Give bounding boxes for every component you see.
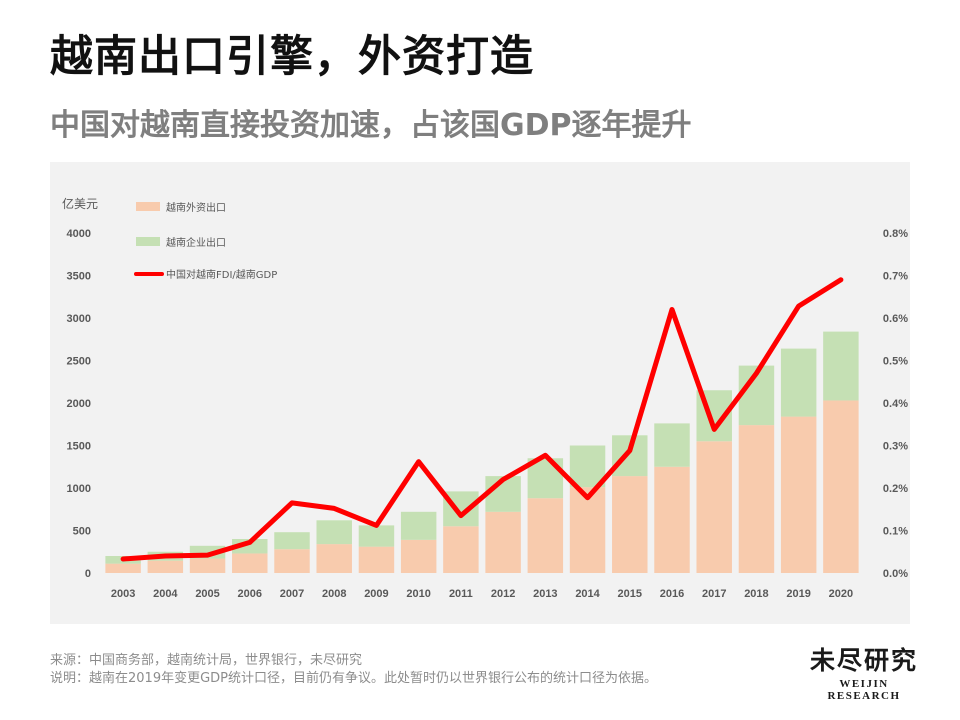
x-axis-tick-label: 2015 — [618, 588, 642, 600]
legend-label: 中国对越南FDI/越南GDP — [166, 268, 277, 281]
page-title: 越南出口引擎，外资打造 — [50, 32, 534, 82]
right-axis-ticks: 0.0% 0.1% 0.2% 0.3% 0.4% 0.5% 0.6% 0.7% 0.8% — [883, 228, 908, 580]
bar-domestic-export — [654, 423, 690, 467]
x-axis-tick-label: 2009 — [364, 588, 388, 600]
legend-label: 越南外资出口 — [166, 201, 226, 214]
left-axis-tick-label: 1500 — [67, 441, 91, 453]
legend-swatch — [136, 202, 160, 211]
bar-foreign-export — [696, 441, 732, 573]
x-axis-tick-label: 2012 — [491, 588, 515, 600]
chart-footer: 来源：中国商务部，越南统计局，世界银行，未尽研究 说明：越南在2019年变更GD… — [50, 652, 657, 688]
logo-chinese: 未尽研究 — [809, 646, 918, 675]
bar-foreign-export — [105, 563, 141, 573]
left-axis-tick-label: 0 — [85, 568, 91, 580]
left-axis-unit-label: 亿美元 — [62, 196, 98, 211]
bar-foreign-export — [738, 425, 775, 573]
explanation-note: 说明：越南在2019年变更GDP统计口径，目前仍有争议。此处暂时仍以世界银行公布… — [50, 671, 658, 686]
bar-foreign-export — [316, 544, 352, 573]
bar-foreign-export — [358, 546, 395, 573]
x-axis-tick-label: 2020 — [829, 588, 853, 600]
left-axis-tick-label: 4000 — [67, 228, 91, 240]
logo-english: WEIJIN RESEARCH — [827, 678, 901, 702]
bar-domestic-export — [274, 532, 310, 550]
source-note: 来源：中国商务部，越南统计局，世界银行，未尽研究 — [50, 653, 363, 668]
right-axis-tick-label: 0.4% — [883, 398, 908, 410]
left-axis-tick-label: 1000 — [67, 483, 91, 495]
left-axis-tick-label: 2500 — [67, 356, 91, 368]
x-axis-tick-label: 2005 — [195, 588, 219, 600]
bar-domestic-export — [780, 348, 817, 417]
bar-foreign-export — [443, 526, 479, 573]
bar-foreign-export — [232, 553, 268, 573]
bar-foreign-export — [189, 558, 226, 573]
x-axis-tick-label: 2004 — [153, 588, 178, 600]
bar-domestic-export — [316, 520, 352, 545]
bar-domestic-export — [400, 511, 437, 540]
right-axis-tick-label: 0.3% — [883, 441, 908, 453]
x-axis-tick-label: 2006 — [238, 588, 262, 600]
x-axis-tick-label: 2003 — [111, 588, 135, 600]
right-axis-tick-label: 0.7% — [883, 271, 908, 283]
page-subtitle: 中国对越南直接投资加速，占该国GDP逐年提升 — [50, 108, 692, 143]
left-axis-ticks: 0 500 1000 1500 2000 2500 3000 3500 4000 — [67, 228, 91, 580]
bar-domestic-export — [823, 331, 859, 401]
x-axis-tick-label: 2014 — [575, 588, 600, 600]
combo-chart: 亿美元 0 500 1000 1500 2000 2500 3000 3500 4000 0.0… — [50, 162, 910, 624]
x-axis-tick-label: 2007 — [280, 588, 304, 600]
left-axis-tick-label: 3500 — [67, 271, 91, 283]
bar-foreign-export — [147, 560, 184, 573]
x-axis-tick-label: 2008 — [322, 588, 346, 600]
x-axis-ticks: 2003 2004 2005 2006 2007 2008 2009 2010 2011 2012… — [111, 588, 853, 600]
left-axis-tick-label: 2000 — [67, 398, 91, 410]
bar-foreign-export — [780, 416, 817, 573]
left-axis-tick-label: 3000 — [67, 313, 91, 325]
chart-area: 亿美元 0 500 1000 1500 2000 2500 3000 3500 4000 0.0… — [50, 162, 910, 624]
bar-foreign-export — [654, 466, 690, 573]
bar-foreign-export — [527, 498, 564, 573]
right-axis-tick-label: 0.1% — [883, 526, 908, 538]
x-axis-tick-label: 2013 — [533, 588, 557, 600]
right-axis-tick-label: 0.8% — [883, 228, 908, 240]
x-axis-tick-label: 2018 — [744, 588, 768, 600]
brand-logo: 未尽研究 WEIJIN RESEARCH — [808, 646, 920, 702]
x-axis-tick-label: 2016 — [660, 588, 684, 600]
x-axis-tick-label: 2017 — [702, 588, 726, 600]
bar-foreign-export — [612, 476, 648, 573]
x-axis-tick-label: 2019 — [786, 588, 810, 600]
bar-foreign-export — [823, 400, 859, 573]
bar-series-group — [105, 331, 859, 573]
legend-swatch — [136, 237, 160, 246]
line-series-group — [120, 277, 844, 562]
bar-foreign-export — [569, 487, 606, 573]
right-axis-tick-label: 0.5% — [883, 356, 908, 368]
right-axis-tick-label: 0.2% — [883, 483, 908, 495]
bar-domestic-export — [612, 435, 648, 477]
right-axis-tick-label: 0.0% — [883, 568, 908, 580]
bar-foreign-export — [400, 539, 437, 573]
x-axis-tick-label: 2011 — [449, 588, 473, 600]
left-axis-tick-label: 500 — [73, 526, 91, 538]
right-axis-tick-label: 0.6% — [883, 313, 908, 325]
bar-foreign-export — [485, 511, 521, 573]
bar-domestic-export — [569, 445, 606, 488]
x-axis-tick-label: 2010 — [406, 588, 430, 600]
bar-domestic-export — [358, 525, 395, 547]
fdi-gdp-line — [120, 277, 844, 562]
legend-label: 越南企业出口 — [166, 236, 226, 249]
bar-foreign-export — [274, 549, 310, 573]
